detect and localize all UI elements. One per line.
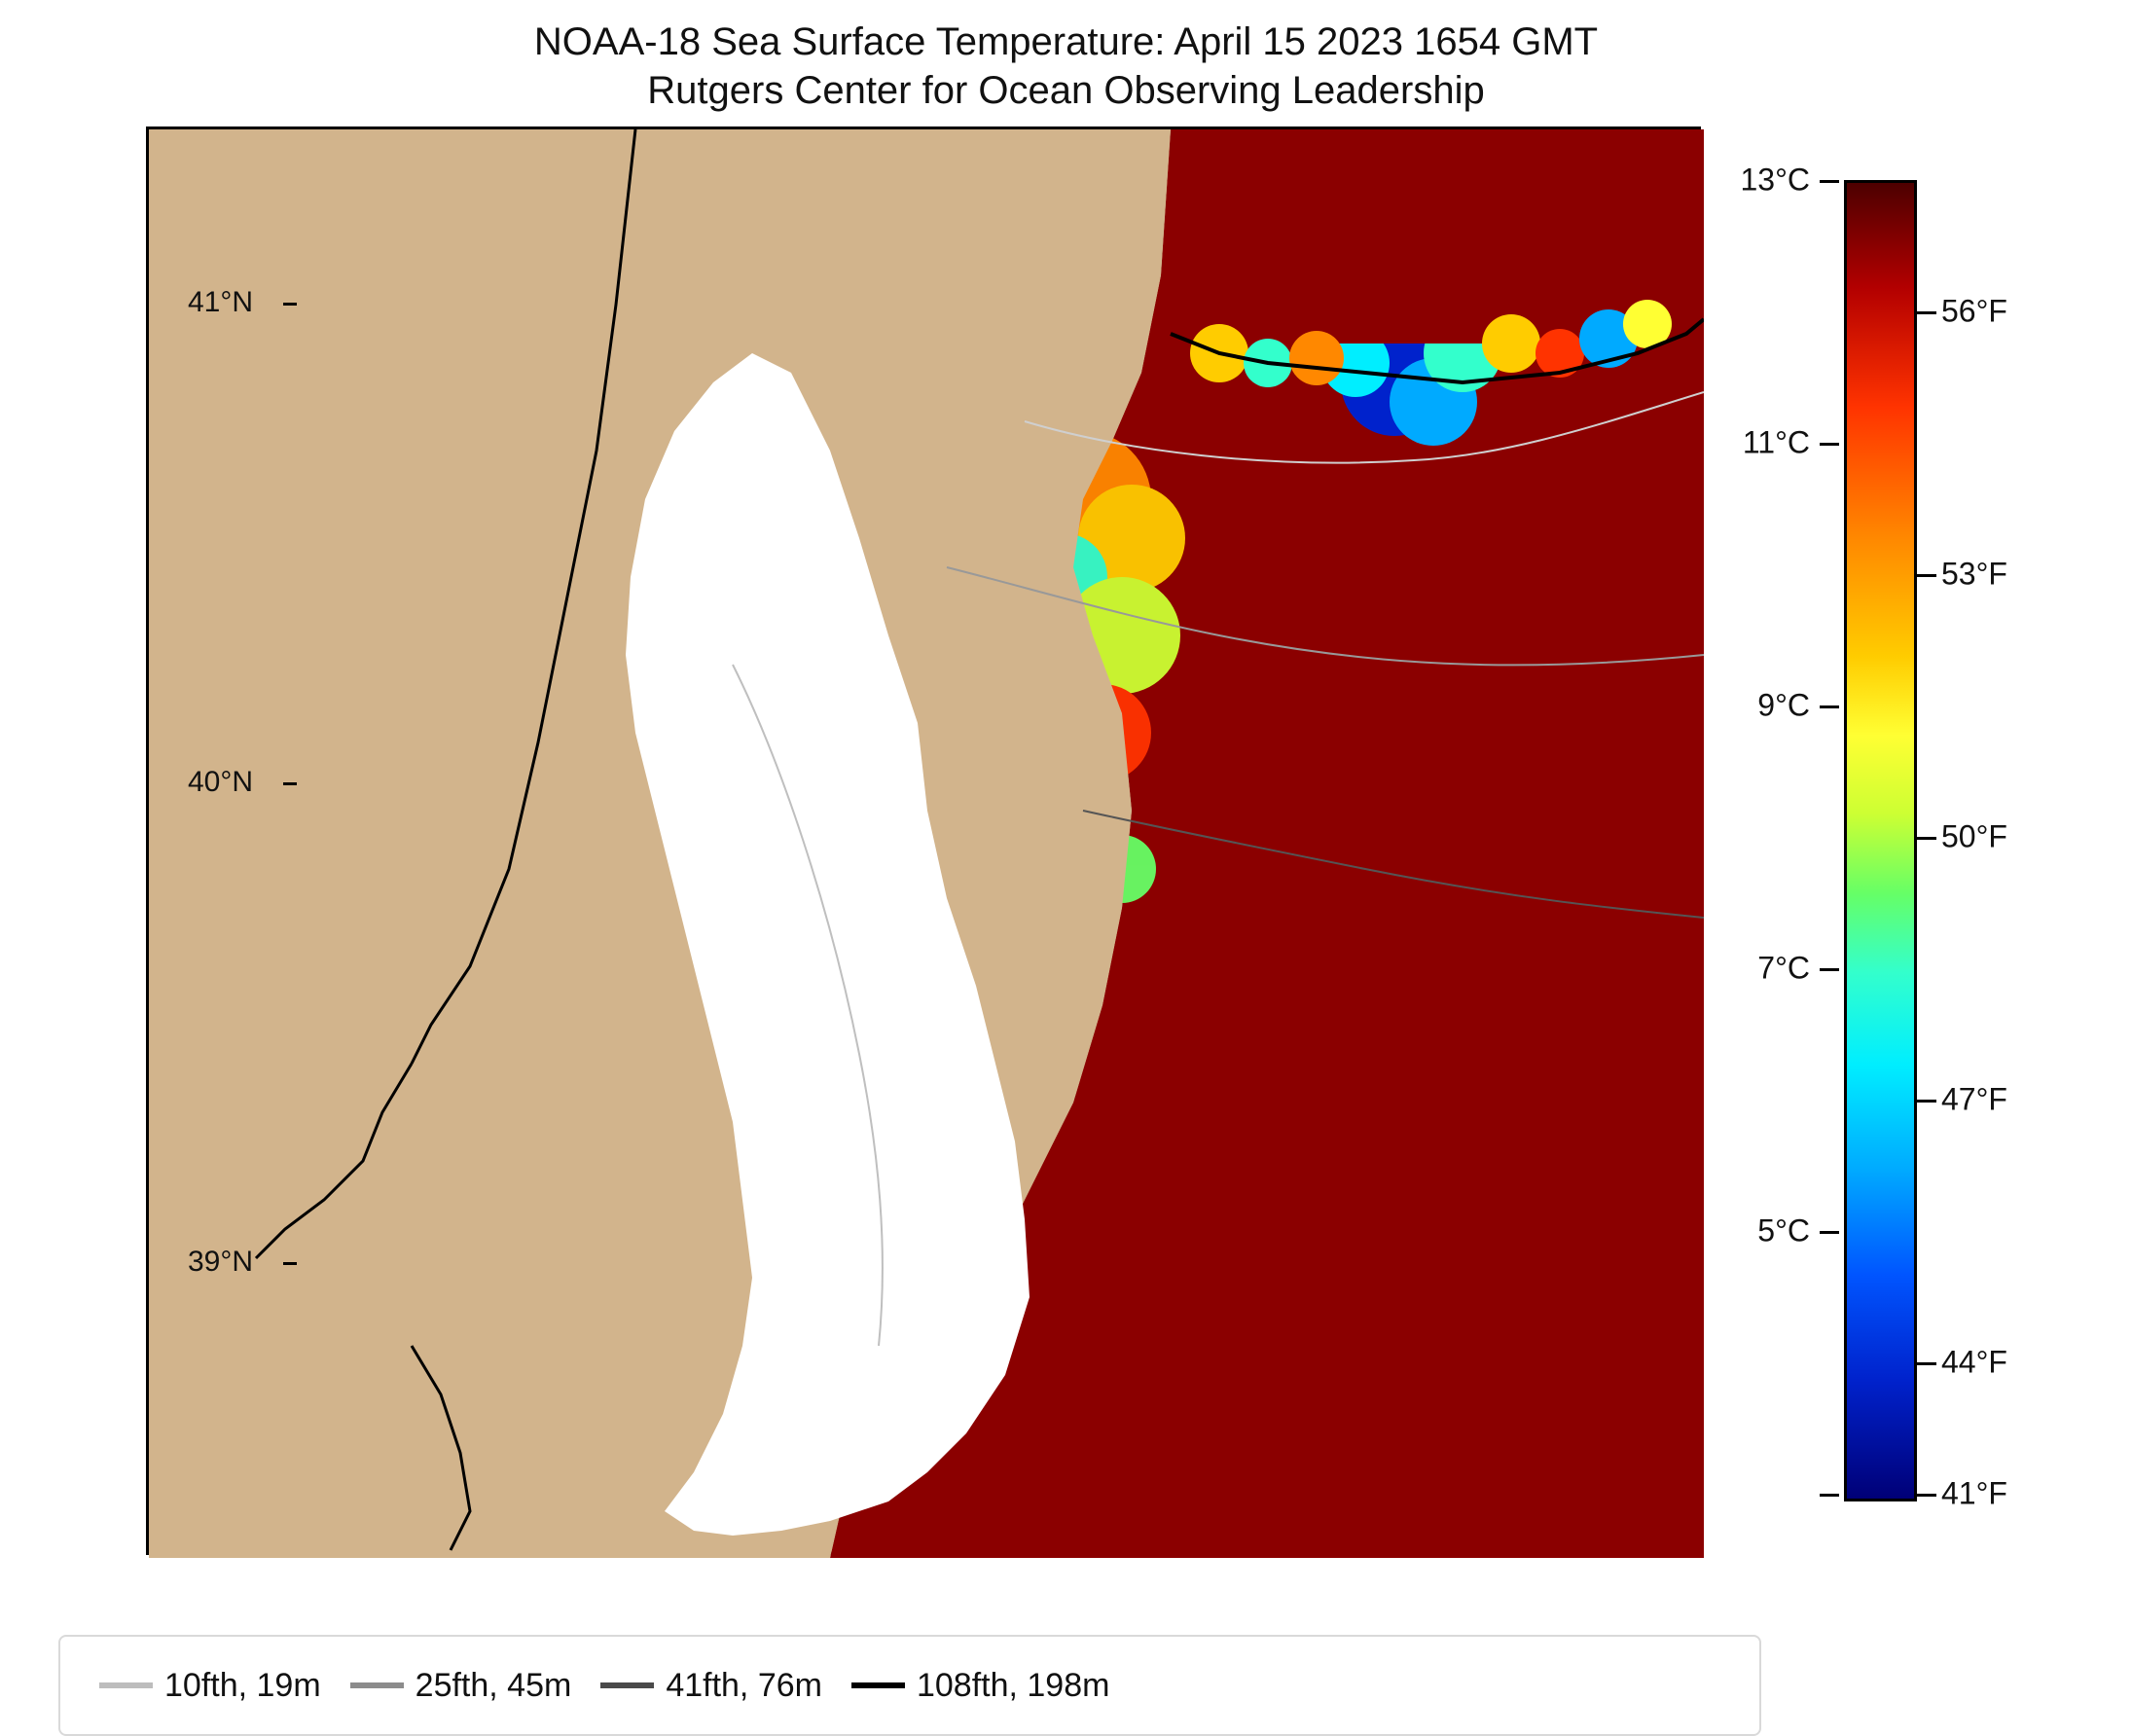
colorbar-label-celsius: 9°C — [1674, 688, 1810, 724]
colorbar-tick — [1820, 1494, 1839, 1497]
legend-label-41fth: 41fth, 76m — [666, 1667, 822, 1705]
y-tick-mark — [283, 303, 297, 306]
legend-swatch-108fth — [851, 1682, 905, 1688]
colorbar-tick — [1917, 1494, 1936, 1497]
colorbar-label-celsius: 13°C — [1674, 163, 1810, 199]
colorbar-label-celsius: 11°C — [1674, 425, 1810, 461]
colorbar-label-fahrenheit: 44°F — [1941, 1345, 2097, 1381]
legend-item-41fth[interactable]: 41fth, 76m — [600, 1667, 822, 1705]
legend-swatch-25fth — [350, 1682, 404, 1688]
legend-swatch-41fth — [600, 1682, 654, 1688]
colorbar-label-fahrenheit: 47°F — [1941, 1082, 2097, 1118]
bathymetry-legend[interactable]: 10fth, 19m 25fth, 45m 41fth, 76m 108fth,… — [58, 1635, 1761, 1736]
chart-title-line1: NOAA-18 Sea Surface Temperature: April 1… — [0, 18, 2132, 66]
colorbar-tick — [1820, 705, 1839, 708]
y-tick-label: 41°N — [188, 286, 253, 319]
colorbar-label-celsius: 5°C — [1674, 1213, 1810, 1249]
colorbar-widget[interactable]: 13°C 11°C 9°C 7°C 5°C 56°F 53°F 50°F 47°… — [1820, 127, 1907, 1555]
y-tick-mark — [283, 782, 297, 785]
legend-label-10fth: 10fth, 19m — [164, 1667, 321, 1705]
y-tick-label: 39°N — [188, 1246, 253, 1279]
map-plot-area[interactable]: 76°W 75°W 74°W 73°W 72°W 41°N 40°N 39°N — [146, 127, 1701, 1555]
legend-item-25fth[interactable]: 25fth, 45m — [350, 1667, 572, 1705]
colorbar-label-celsius: 7°C — [1674, 951, 1810, 987]
legend-item-10fth[interactable]: 10fth, 19m — [99, 1667, 321, 1705]
colorbar-tick — [1917, 1362, 1936, 1365]
legend-item-108fth[interactable]: 108fth, 198m — [851, 1667, 1109, 1705]
chart-title-line2: Rutgers Center for Ocean Observing Leade… — [0, 66, 2132, 115]
colorbar-tick — [1917, 837, 1936, 840]
colorbar-tick — [1917, 574, 1936, 577]
colorbar-tick — [1917, 311, 1936, 314]
colorbar-tick — [1917, 1100, 1936, 1103]
colorbar-tick — [1820, 443, 1839, 446]
colorbar-label-fahrenheit: 41°F — [1941, 1476, 2097, 1512]
colorbar-label-fahrenheit: 56°F — [1941, 294, 2097, 330]
y-tick-label: 40°N — [188, 766, 253, 799]
legend-label-25fth: 25fth, 45m — [416, 1667, 572, 1705]
legend-swatch-10fth — [99, 1682, 153, 1688]
colorbar-tick — [1820, 968, 1839, 971]
colorbar-label-fahrenheit: 50°F — [1941, 819, 2097, 855]
chart-title-block: NOAA-18 Sea Surface Temperature: April 1… — [0, 18, 2132, 115]
colorbar-tick — [1820, 180, 1839, 183]
colorbar-tick — [1820, 1231, 1839, 1234]
sst-field-svg — [149, 129, 1704, 1558]
y-tick-mark — [283, 1262, 297, 1265]
legend-label-108fth: 108fth, 198m — [917, 1667, 1109, 1705]
colorbar-gradient[interactable] — [1844, 180, 1917, 1501]
colorbar-label-fahrenheit: 53°F — [1941, 557, 2097, 593]
